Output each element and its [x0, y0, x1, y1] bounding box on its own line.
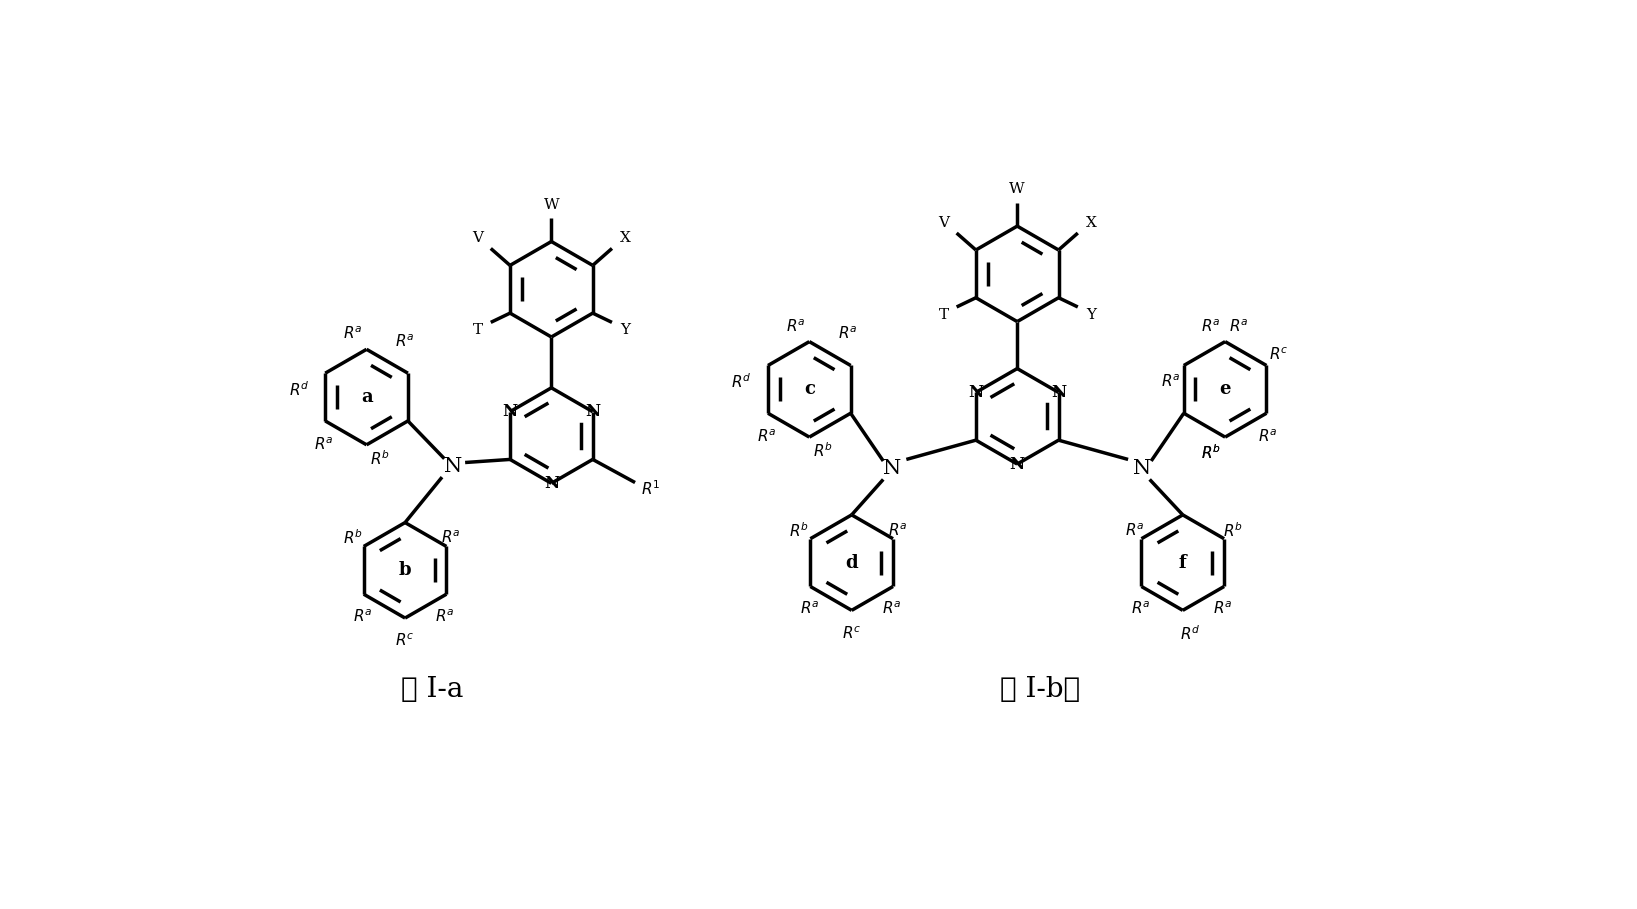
Text: d: d: [845, 554, 858, 572]
Text: W: W: [1010, 182, 1025, 196]
Text: $R^b$: $R^b$: [1202, 444, 1221, 462]
Text: N: N: [1051, 384, 1066, 401]
Text: $R^a$: $R^a$: [395, 334, 414, 350]
Text: Y: Y: [1085, 307, 1095, 322]
Text: $R^a$: $R^a$: [1161, 374, 1180, 390]
Text: X: X: [1085, 216, 1097, 230]
Text: W: W: [543, 197, 560, 212]
Text: $R^a$: $R^a$: [1202, 318, 1221, 335]
Text: N: N: [884, 459, 902, 478]
Text: $R^a$: $R^a$: [786, 318, 805, 335]
Text: N: N: [543, 474, 558, 492]
Text: $R^a$: $R^a$: [435, 608, 455, 624]
Text: $R^a$: $R^a$: [342, 325, 362, 342]
Text: c: c: [804, 380, 815, 398]
Text: V: V: [938, 216, 949, 230]
Text: $R^d$: $R^d$: [1180, 624, 1202, 643]
Text: $R^b$: $R^b$: [370, 449, 390, 468]
Text: $R^a$: $R^a$: [838, 325, 858, 342]
Text: T: T: [938, 307, 948, 322]
Text: X: X: [620, 232, 630, 245]
Text: $R^b$: $R^b$: [1202, 444, 1221, 462]
Text: $R^a$: $R^a$: [1229, 318, 1249, 335]
Text: b: b: [399, 562, 411, 579]
Text: $R^1$: $R^1$: [640, 479, 660, 498]
Text: $R^a$: $R^a$: [1213, 601, 1233, 617]
Text: N: N: [503, 404, 517, 420]
Text: N: N: [969, 384, 984, 401]
Text: $R^c$: $R^c$: [841, 625, 861, 642]
Text: $R^a$: $R^a$: [1131, 601, 1151, 617]
Text: $R^b$: $R^b$: [814, 442, 833, 460]
Text: $R^a$: $R^a$: [1125, 522, 1144, 538]
Text: $R^a$: $R^a$: [882, 601, 902, 617]
Text: Y: Y: [620, 323, 630, 337]
Text: $R^b$: $R^b$: [789, 521, 809, 540]
Text: $R^a$: $R^a$: [354, 608, 373, 624]
Text: $R^a$: $R^a$: [758, 429, 776, 445]
Text: 式 I-b，: 式 I-b，: [1000, 676, 1080, 704]
Text: f: f: [1179, 554, 1187, 572]
Text: $R^c$: $R^c$: [396, 633, 414, 649]
Text: $R^d$: $R^d$: [288, 380, 309, 399]
Text: $R^a$: $R^a$: [314, 436, 334, 453]
Text: V: V: [471, 232, 483, 245]
Text: e: e: [1220, 380, 1231, 398]
Text: a: a: [360, 388, 372, 406]
Text: $R^a$: $R^a$: [889, 522, 907, 538]
Text: 式 I-a: 式 I-a: [401, 676, 463, 704]
Text: $R^a$: $R^a$: [1257, 429, 1277, 445]
Text: T: T: [473, 323, 483, 337]
Text: $R^a$: $R^a$: [442, 530, 462, 546]
Text: $R^a$: $R^a$: [799, 601, 818, 617]
Text: N: N: [584, 404, 601, 420]
Text: $R^b$: $R^b$: [1223, 521, 1242, 540]
Text: N: N: [1010, 455, 1025, 473]
Text: N: N: [1133, 459, 1151, 478]
Text: $R^d$: $R^d$: [732, 373, 751, 391]
Text: $R^b$: $R^b$: [342, 529, 363, 547]
Text: $R^c$: $R^c$: [1269, 346, 1288, 363]
Text: N: N: [445, 457, 463, 475]
